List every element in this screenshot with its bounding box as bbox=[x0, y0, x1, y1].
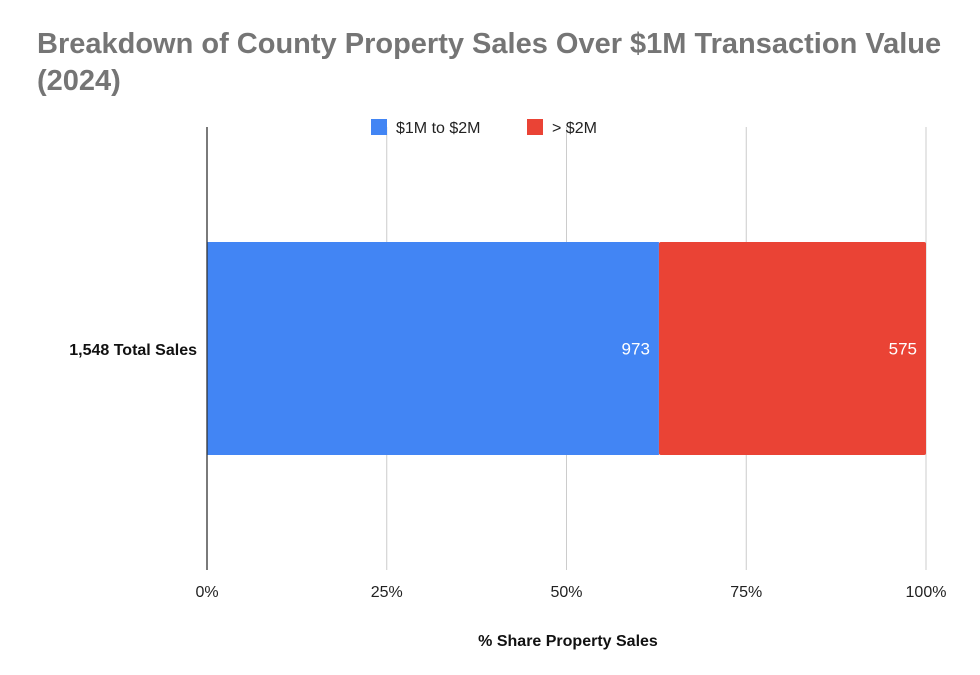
x-tick-label: 75% bbox=[730, 584, 762, 601]
x-axis-title: % Share Property Sales bbox=[478, 633, 658, 650]
x-tick-label: 100% bbox=[906, 584, 947, 601]
data-label: 575 bbox=[889, 340, 917, 359]
data-label: 973 bbox=[622, 340, 650, 359]
category-label: 1,548 Total Sales bbox=[69, 342, 197, 359]
legend-label: > $2M bbox=[552, 120, 597, 137]
chart-title: Breakdown of County Property Sales Over … bbox=[37, 28, 942, 97]
bar-segment bbox=[658, 242, 926, 455]
bar-segment bbox=[207, 242, 659, 455]
legend-swatch bbox=[527, 119, 543, 135]
legend-label: $1M to $2M bbox=[396, 120, 480, 137]
x-tick-label: 50% bbox=[550, 584, 582, 601]
x-tick-label: 25% bbox=[371, 584, 403, 601]
legend-swatch bbox=[371, 119, 387, 135]
x-tick-label: 0% bbox=[195, 584, 218, 601]
